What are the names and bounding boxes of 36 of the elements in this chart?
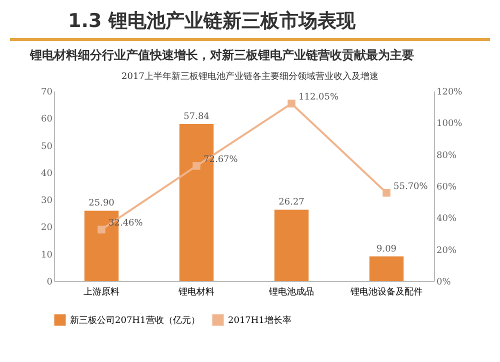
point	[288, 100, 296, 108]
point	[98, 226, 106, 234]
y-tick-label: 0	[46, 278, 53, 288]
point	[382, 188, 390, 197]
y-tick-label: 30	[41, 196, 53, 206]
y2-tick-label: 100%	[436, 119, 463, 130]
y-tick-label: 60	[41, 114, 53, 125]
y2-tick-label: 20%	[436, 246, 457, 256]
y2-tick-label: 60%	[436, 182, 457, 192]
point	[192, 162, 200, 170]
y2-tick-label: 120%	[436, 88, 463, 98]
y-tick-label: 70	[41, 88, 53, 98]
data-label: 25.90	[88, 198, 115, 209]
y2-tick-label: 40%	[436, 214, 457, 224]
data-label: 57.84	[184, 112, 210, 122]
data-label: 9.09	[376, 244, 397, 254]
y2-tick-label: 80%	[436, 150, 457, 161]
chart-title: 1.3 锂电池产业链新三板市场表现	[10, 0, 490, 41]
y-tick-label: 40	[41, 168, 53, 179]
x-tick-label: 锂电池成品	[268, 286, 314, 298]
bar	[274, 210, 309, 281]
y-tick-label: 50	[41, 142, 53, 152]
data-label: 26.27	[278, 198, 305, 208]
bar	[369, 256, 404, 281]
x-tick-label: 锂电材料	[178, 286, 214, 298]
data-label: 55.70%	[394, 182, 428, 192]
legend-label: 2017H1增长率	[228, 315, 292, 326]
x-tick-label: 锂电池设备及配件	[350, 286, 422, 298]
y-tick-label: 10	[41, 250, 53, 260]
x-tick-label: 上游原料	[84, 286, 120, 298]
legend-label: 新三板公司207H1营收（亿元）	[70, 315, 200, 326]
data-label: 112.05%	[298, 92, 339, 103]
y-tick-label: 20	[41, 223, 53, 234]
text: 2017上半年新三板锂电池产业链各主要细分领域营业收入及增速	[120, 70, 380, 83]
y2-tick-label: 0%	[436, 278, 452, 288]
chart-subtitle: 锂电材料细分行业产值快速增长，对新三板锂电产业链营收贡献最为主要	[28, 47, 415, 64]
